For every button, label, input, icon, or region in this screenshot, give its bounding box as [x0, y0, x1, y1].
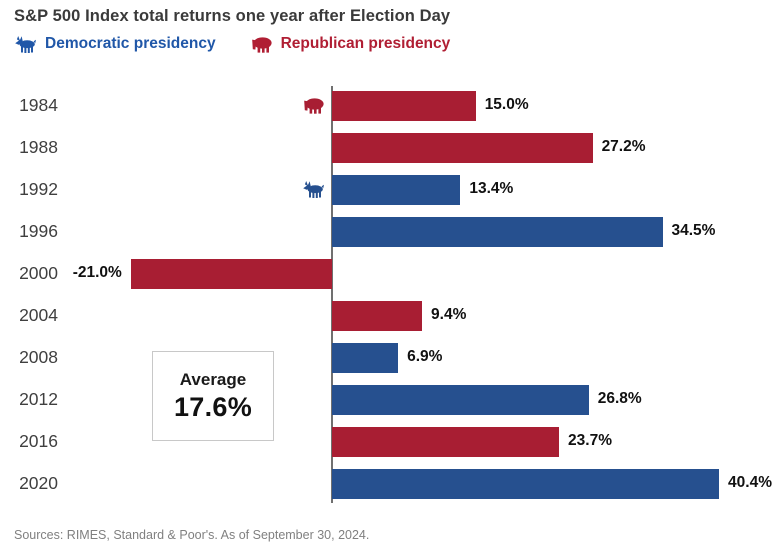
- bar-2008-democratic: [332, 343, 399, 373]
- chart-title: S&P 500 Index total returns one year aft…: [14, 7, 451, 25]
- year-label-2004: 2004: [19, 305, 58, 325]
- average-callout: Average 17.6%: [152, 351, 274, 441]
- value-label-1988: 27.2%: [601, 138, 646, 155]
- year-label-2020: 2020: [19, 473, 58, 493]
- elephant-icon: [302, 97, 324, 114]
- value-label-2000: -21.0%: [72, 264, 122, 281]
- bar-2016-republican: [332, 427, 560, 457]
- value-label-1996: 34.5%: [671, 222, 716, 239]
- donkey-icon: [14, 35, 36, 53]
- value-label-1984: 15.0%: [484, 96, 529, 113]
- year-label-2012: 2012: [19, 389, 58, 409]
- year-label-1996: 1996: [19, 221, 58, 241]
- value-label-2008: 6.9%: [407, 348, 443, 365]
- legend: Democratic presidency Republican preside…: [14, 35, 450, 53]
- year-label-2008: 2008: [19, 347, 58, 367]
- bar-1996-democratic: [332, 217, 663, 247]
- year-label-2000: 2000: [19, 263, 58, 283]
- bar-2020-democratic: [332, 469, 720, 499]
- value-label-2020: 40.4%: [728, 474, 772, 491]
- value-label-1992: 13.4%: [469, 180, 514, 197]
- donkey-icon: [302, 181, 324, 198]
- bar-1992-democratic: [332, 175, 461, 205]
- bar-2012-democratic: [332, 385, 589, 415]
- legend-item-republican: Republican presidency: [250, 35, 451, 53]
- legend-label-republican: Republican presidency: [280, 35, 451, 52]
- year-label-1984: 1984: [19, 95, 58, 115]
- value-label-2004: 9.4%: [431, 306, 467, 323]
- year-label-1988: 1988: [19, 137, 58, 157]
- value-label-2016: 23.7%: [568, 432, 612, 449]
- axis-line: [331, 86, 333, 503]
- legend-item-democratic: Democratic presidency: [14, 35, 216, 53]
- average-label: Average: [179, 369, 247, 389]
- legend-label-democratic: Democratic presidency: [45, 35, 216, 52]
- elephant-icon: [250, 36, 272, 53]
- bar-2000-republican: [130, 259, 332, 289]
- source-note: Sources: RIMES, Standard & Poor's. As of…: [14, 528, 370, 542]
- bar-2004-republican: [332, 301, 423, 331]
- value-label-2012: 26.8%: [597, 390, 642, 407]
- bar-1984-republican: [332, 91, 476, 121]
- year-label-1992: 1992: [19, 179, 58, 199]
- average-value: 17.6%: [173, 391, 253, 422]
- year-label-2016: 2016: [19, 431, 58, 451]
- bar-1988-republican: [332, 133, 593, 163]
